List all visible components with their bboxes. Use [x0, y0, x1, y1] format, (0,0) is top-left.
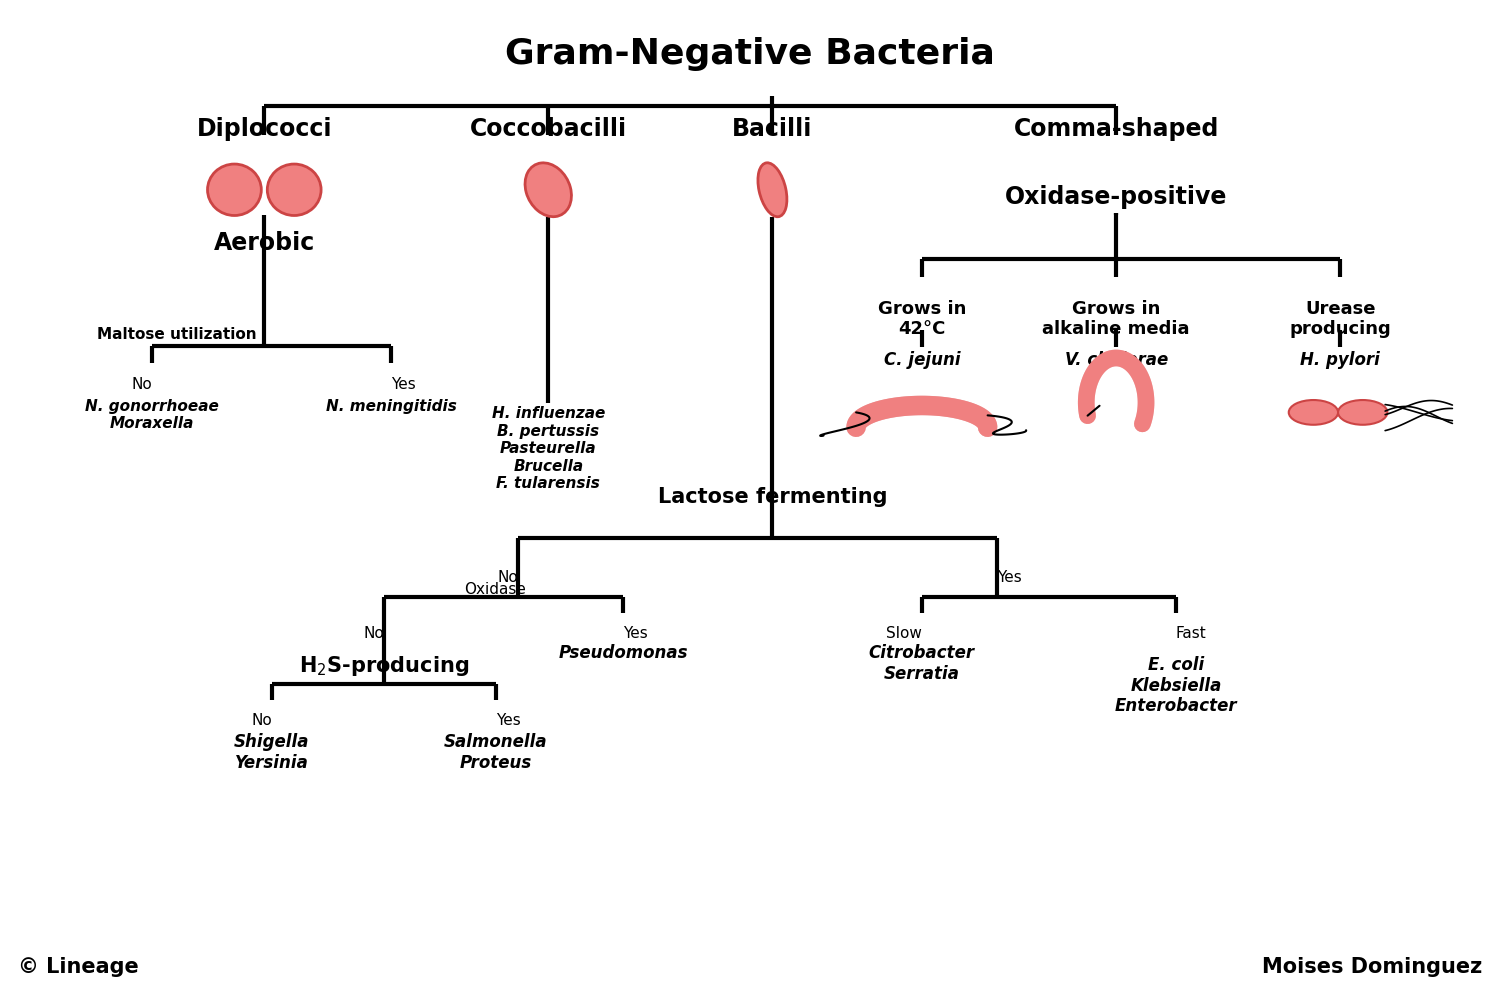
Text: Oxidase: Oxidase — [464, 581, 526, 596]
Text: H. pylori: H. pylori — [1300, 351, 1380, 369]
Text: Lactose fermenting: Lactose fermenting — [657, 487, 886, 507]
Text: Pseudomonas: Pseudomonas — [558, 643, 687, 661]
Text: Grows in
42°C: Grows in 42°C — [878, 299, 966, 338]
Text: Slow: Slow — [886, 625, 922, 640]
Text: Fast: Fast — [1176, 625, 1206, 640]
Text: Gram-Negative Bacteria: Gram-Negative Bacteria — [506, 38, 994, 72]
Text: Maltose utilization: Maltose utilization — [98, 326, 256, 341]
Text: Oxidase-positive: Oxidase-positive — [1005, 185, 1227, 209]
Text: Comma-shaped: Comma-shaped — [1014, 117, 1220, 141]
Text: Bacilli: Bacilli — [732, 117, 813, 141]
Text: Aerobic: Aerobic — [213, 231, 315, 254]
Text: H$_2$S-producing: H$_2$S-producing — [298, 653, 470, 677]
Text: Coccobacilli: Coccobacilli — [470, 117, 627, 141]
Text: C. jejuni: C. jejuni — [884, 351, 960, 369]
Text: © Lineage: © Lineage — [18, 956, 138, 976]
Text: V. cholerae: V. cholerae — [1065, 351, 1168, 369]
Ellipse shape — [758, 164, 788, 218]
Text: Citrobacter
Serratia: Citrobacter Serratia — [868, 643, 975, 682]
Ellipse shape — [267, 165, 321, 217]
Text: Grows in
alkaline media: Grows in alkaline media — [1042, 299, 1190, 338]
Ellipse shape — [525, 164, 572, 218]
Text: N. gonorrhoeae
Moraxella: N. gonorrhoeae Moraxella — [86, 399, 219, 430]
Text: Yes: Yes — [996, 570, 1022, 584]
Text: N. meningitidis: N. meningitidis — [326, 399, 458, 414]
Text: No: No — [132, 377, 152, 392]
Text: Yes: Yes — [622, 625, 648, 640]
Text: Moises Dominguez: Moises Dominguez — [1262, 956, 1482, 976]
Ellipse shape — [207, 165, 261, 217]
Text: No: No — [498, 570, 519, 584]
Ellipse shape — [1338, 401, 1388, 425]
Text: E. coli
Klebsiella
Enterobacter: E. coli Klebsiella Enterobacter — [1114, 655, 1238, 715]
Ellipse shape — [1288, 401, 1338, 425]
Text: No: No — [363, 625, 384, 640]
Text: Urease
producing: Urease producing — [1290, 299, 1390, 338]
Text: Salmonella
Proteus: Salmonella Proteus — [444, 733, 548, 771]
Text: H. influenzae
B. pertussis
Pasteurella
Brucella
F. tularensis: H. influenzae B. pertussis Pasteurella B… — [492, 407, 604, 491]
Text: Shigella
Yersinia: Shigella Yersinia — [234, 733, 309, 771]
Text: Yes: Yes — [496, 713, 520, 728]
Text: Yes: Yes — [392, 377, 416, 392]
Text: Diplococci: Diplococci — [196, 117, 332, 141]
Text: No: No — [251, 713, 272, 728]
